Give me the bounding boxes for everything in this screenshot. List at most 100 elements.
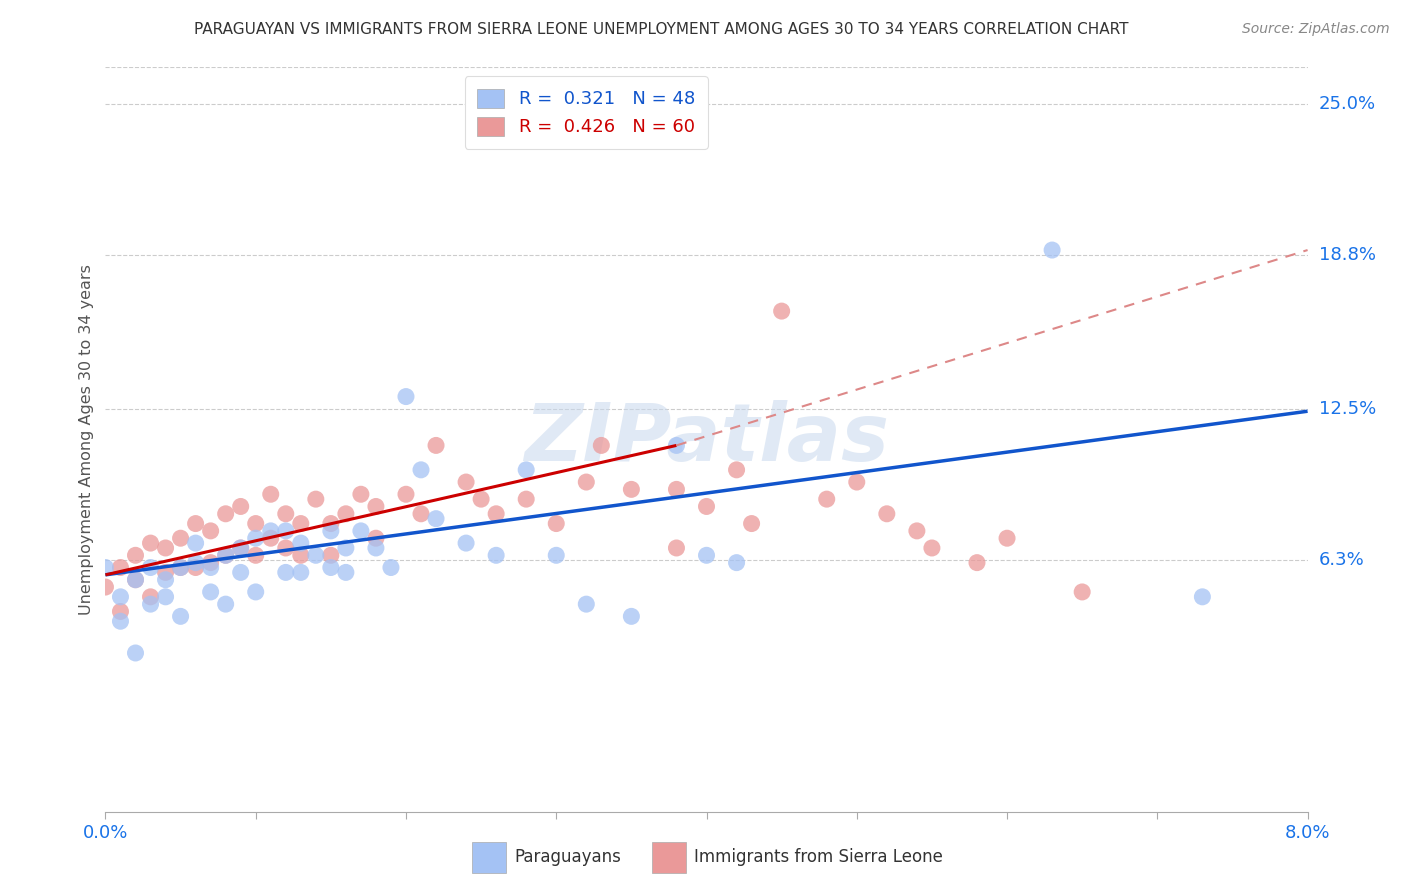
Point — [966, 556, 988, 570]
Text: 12.5%: 12.5% — [1319, 400, 1376, 417]
Point — [214, 507, 236, 521]
Point — [139, 536, 162, 550]
Point — [546, 516, 568, 531]
Point — [155, 566, 177, 580]
Point — [184, 536, 207, 550]
Text: Paraguayans: Paraguayans — [515, 848, 621, 866]
Point — [229, 541, 252, 555]
Point — [200, 585, 222, 599]
Point — [155, 541, 177, 555]
Point — [1040, 243, 1063, 257]
Point — [139, 560, 162, 574]
Point — [546, 133, 568, 147]
Point — [335, 507, 357, 521]
Point — [139, 597, 162, 611]
Point — [139, 590, 162, 604]
Point — [395, 390, 418, 404]
Point — [905, 524, 928, 538]
Point — [184, 556, 207, 570]
Point — [169, 609, 191, 624]
Point — [110, 614, 132, 628]
Point — [245, 516, 267, 531]
Point — [260, 524, 283, 538]
Point — [200, 560, 222, 574]
Point — [364, 531, 387, 545]
Point — [364, 541, 387, 555]
Point — [454, 536, 477, 550]
Point — [575, 597, 598, 611]
Point — [155, 590, 177, 604]
Point — [409, 463, 432, 477]
Point — [335, 541, 357, 555]
Point — [319, 516, 342, 531]
Point — [214, 549, 236, 563]
Point — [665, 483, 688, 497]
Point — [169, 531, 191, 545]
Point — [409, 507, 432, 521]
Text: PARAGUAYAN VS IMMIGRANTS FROM SIERRA LEONE UNEMPLOYMENT AMONG AGES 30 TO 34 YEAR: PARAGUAYAN VS IMMIGRANTS FROM SIERRA LEO… — [194, 22, 1128, 37]
Point — [815, 492, 838, 507]
Point — [515, 463, 537, 477]
Point — [515, 492, 537, 507]
Point — [620, 609, 643, 624]
Point — [305, 492, 328, 507]
Point — [845, 475, 868, 489]
Point — [124, 573, 146, 587]
FancyBboxPatch shape — [652, 841, 686, 872]
Point — [245, 585, 267, 599]
Point — [184, 516, 207, 531]
Point — [229, 566, 252, 580]
Point — [260, 487, 283, 501]
Point — [110, 590, 132, 604]
Point — [591, 438, 613, 452]
Point — [274, 507, 297, 521]
Point — [200, 524, 222, 538]
Point — [485, 507, 508, 521]
Point — [184, 560, 207, 574]
Point — [575, 475, 598, 489]
Point — [274, 566, 297, 580]
Point — [741, 516, 763, 531]
Point — [260, 531, 283, 545]
Point — [319, 560, 342, 574]
Point — [124, 549, 146, 563]
Point — [485, 549, 508, 563]
Point — [1071, 585, 1094, 599]
Y-axis label: Unemployment Among Ages 30 to 34 years: Unemployment Among Ages 30 to 34 years — [79, 264, 94, 615]
Point — [169, 560, 191, 574]
Point — [425, 511, 447, 525]
Point — [350, 487, 373, 501]
Point — [319, 524, 342, 538]
Point — [290, 549, 312, 563]
Point — [665, 541, 688, 555]
Text: ZIPatlas: ZIPatlas — [524, 401, 889, 478]
Point — [229, 500, 252, 514]
Point — [229, 541, 252, 555]
Text: 18.8%: 18.8% — [1319, 246, 1375, 264]
Point — [214, 597, 236, 611]
Point — [1191, 590, 1213, 604]
Point — [364, 500, 387, 514]
Point — [395, 487, 418, 501]
Point — [380, 560, 402, 574]
Point — [725, 556, 748, 570]
Point — [770, 304, 793, 318]
Point — [94, 560, 117, 574]
Point — [454, 475, 477, 489]
Point — [995, 531, 1018, 545]
Point — [665, 438, 688, 452]
Legend: R =  0.321   N = 48, R =  0.426   N = 60: R = 0.321 N = 48, R = 0.426 N = 60 — [465, 76, 707, 149]
Point — [124, 573, 146, 587]
Text: Source: ZipAtlas.com: Source: ZipAtlas.com — [1241, 22, 1389, 37]
Point — [124, 646, 146, 660]
Text: 6.3%: 6.3% — [1319, 551, 1364, 569]
Point — [94, 580, 117, 594]
Text: Immigrants from Sierra Leone: Immigrants from Sierra Leone — [695, 848, 943, 866]
Point — [725, 463, 748, 477]
Point — [290, 516, 312, 531]
Point — [470, 492, 492, 507]
Point — [696, 500, 718, 514]
Point — [245, 549, 267, 563]
Point — [169, 560, 191, 574]
Point — [110, 605, 132, 619]
